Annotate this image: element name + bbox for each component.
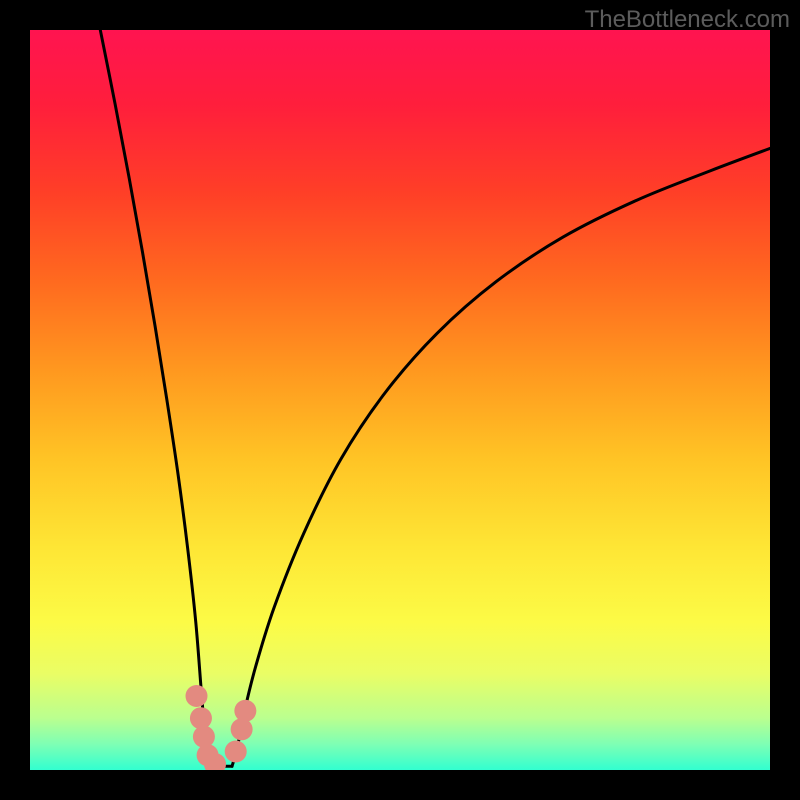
- gradient-background: [30, 30, 770, 770]
- data-marker: [190, 707, 212, 729]
- data-marker: [234, 700, 256, 722]
- data-marker: [231, 718, 253, 740]
- data-marker: [225, 741, 247, 763]
- plot-area: [30, 30, 770, 770]
- plot-svg: [30, 30, 770, 770]
- data-marker: [186, 685, 208, 707]
- data-marker: [193, 726, 215, 748]
- chart-container: TheBottleneck.com: [0, 0, 800, 800]
